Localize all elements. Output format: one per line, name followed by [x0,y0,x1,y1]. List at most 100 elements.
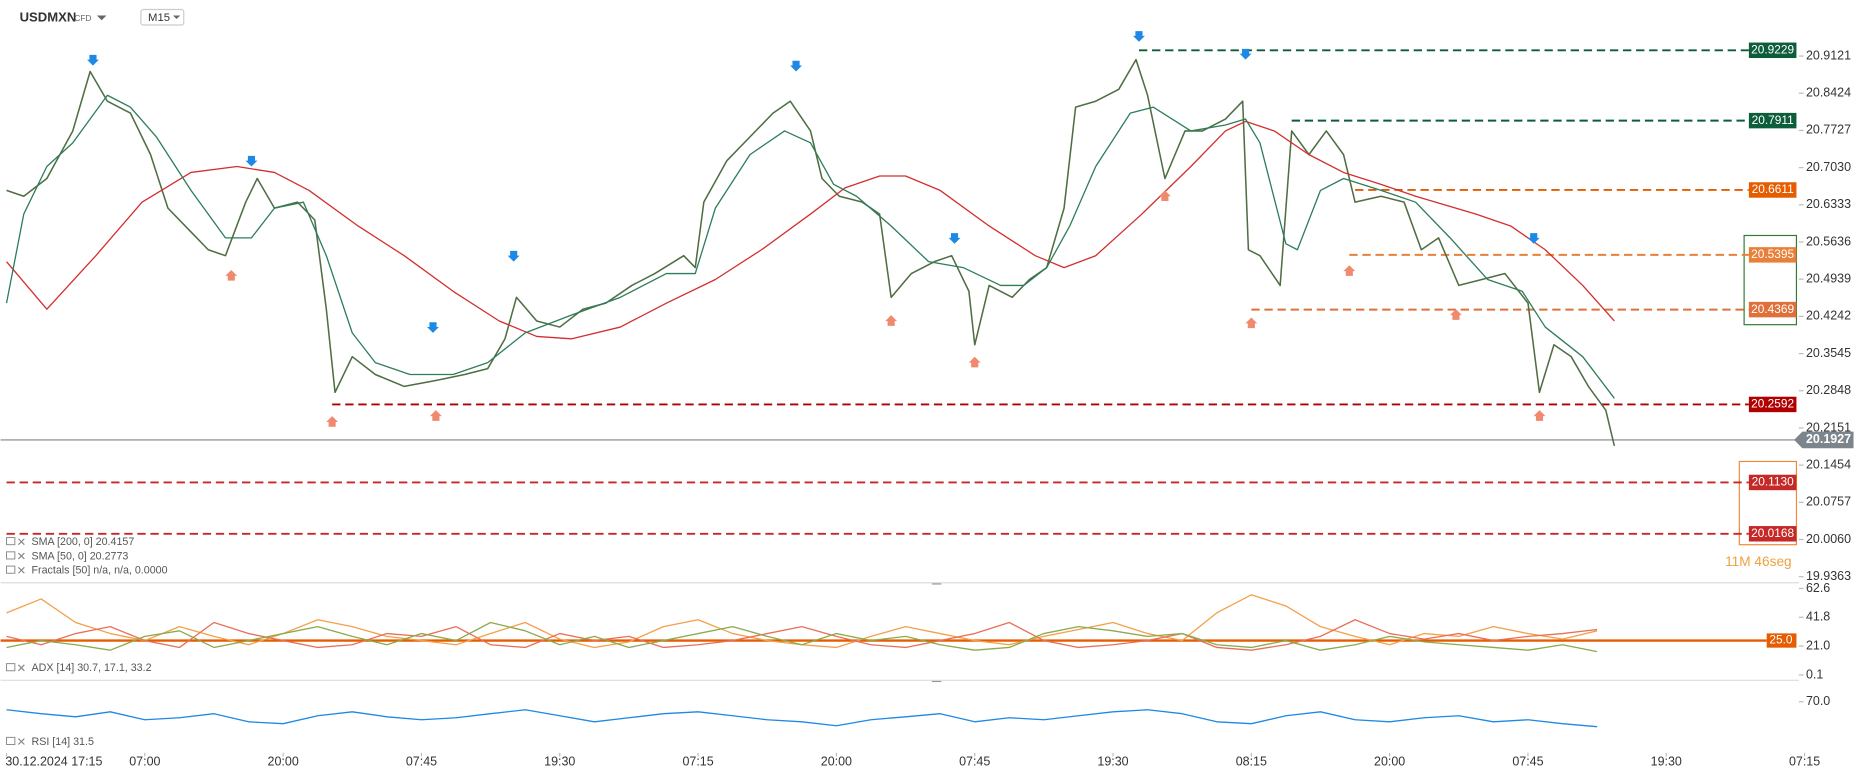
x-tick-label: 07:45 [959,755,990,769]
fractal-marker [1343,265,1356,276]
legend-label: SMA [200, 0] 20.4157 [32,536,135,548]
legend-label: RSI [14] 31.5 [32,736,94,748]
y-tick-label: 20.0060 [1806,532,1851,546]
y-tick-label: 20.0757 [1806,495,1851,509]
fractal-marker [948,233,961,244]
series-line [6,619,1598,651]
level-label: 20.9229 [1751,42,1794,56]
y-tick-label: 20.1454 [1806,457,1851,471]
current-price-box [1794,431,1854,449]
legend-icon [6,565,16,574]
y-tick-label: 21.0 [1806,638,1830,652]
fractal-marker [1527,233,1540,244]
y-tick-label: 20.7727 [1806,123,1851,137]
candle-timer: 11M 46seg [1725,554,1792,569]
level-label-box [1748,112,1797,129]
level-label: 20.7911 [1752,113,1794,127]
y-tick-label: 20.4242 [1806,309,1851,323]
level-label: 20.4369 [1751,302,1794,316]
fractal-marker [1158,190,1171,202]
tp-box [1743,234,1798,326]
y-tick-label: 0.1 [1806,667,1823,681]
fractal-marker [968,356,981,368]
fractal-marker [1133,31,1145,42]
timeframe: M15 [148,12,170,24]
level-label-box [1748,301,1797,318]
level-label: 20.2592 [1751,397,1794,411]
fractal-marker [429,410,442,421]
legend-close[interactable] [17,664,25,672]
level-label: 20.6611 [1752,182,1794,196]
level-label: 20.0168 [1751,526,1794,540]
x-tick-label: 20:00 [268,755,299,769]
x-tick-label: 20:00 [821,755,852,769]
x-tick-label: 07:15 [682,755,713,769]
fractal-marker [1245,317,1258,329]
y-tick-label: 20.2848 [1806,383,1851,397]
level-label-box [1748,474,1797,491]
x-tick-label: 07:15 [1789,755,1820,769]
legend-icon [6,663,16,672]
symbol[interactable]: USDMXN [20,9,77,24]
level-label-box [1748,526,1797,542]
series-line [6,621,1598,653]
legend-label: Fractals [50] n/a, n/a, 0.0000 [32,565,168,577]
x-tick-label: 19:30 [1097,755,1128,769]
fractal-marker [885,315,898,326]
timeframe-dropdown[interactable] [173,15,181,20]
fractal-marker [507,250,520,262]
symbol-dropdown[interactable] [96,15,107,21]
legend-close[interactable] [17,566,25,574]
y-tick-label: 20.9121 [1806,48,1851,62]
fractal-marker [1533,410,1546,421]
level-label-box [1748,396,1797,413]
fractal-marker [427,322,439,333]
sl-box [1738,460,1798,546]
legend-label: SMA [50, 0] 20.2773 [32,550,129,562]
y-tick-label: 20.8424 [1806,86,1851,100]
y-tick-label: 19.9363 [1806,569,1851,583]
y-tick-label: 62.6 [1806,581,1830,595]
x-tick-label: 08:15 [1236,755,1267,769]
x-tick-label: 19:30 [544,755,575,769]
x-tick-label: 20:00 [1374,755,1405,769]
series-line [6,709,1598,728]
level-label: 25.0 [1769,633,1793,647]
x-tick-label: 07:45 [406,755,437,769]
y-tick-label: 20.4939 [1806,271,1851,285]
fractal-marker [1449,309,1462,320]
level-label-box [1748,42,1797,59]
fractal-marker [1239,48,1252,60]
series-line [5,94,1615,399]
series-line [6,120,1615,340]
y-tick-label: 70.0 [1806,694,1830,708]
legend-icon [6,537,16,546]
x-tick-label: 19:30 [1651,755,1682,769]
x-tick-label: 30.12.2024 17:15 [5,755,102,769]
legend-close[interactable] [17,552,25,560]
fractal-marker [225,269,238,281]
legend-close[interactable] [17,538,25,546]
y-tick-label: 20.7030 [1806,160,1851,174]
legend-label: ADX [14] 30.7, 17.1, 33.2 [32,662,152,674]
level-label: 20.1130 [1752,475,1794,489]
y-tick-label: 20.2151 [1806,420,1851,434]
fractal-marker [245,155,258,167]
legend-close[interactable] [17,738,25,745]
x-tick-label: 07:00 [129,755,160,769]
fractal-marker [790,60,803,72]
level-label-box [1748,182,1797,198]
legend-icon [6,736,16,745]
y-tick-label: 20.3545 [1806,346,1851,360]
level-label-box [1766,633,1797,648]
fractal-marker [87,54,99,66]
legend-icon [6,551,16,560]
level-label: 20.5395 [1751,247,1794,261]
current-price-label: 20.1927 [1806,432,1851,446]
timeframe-box[interactable] [140,8,185,26]
symbol-type: CFD [74,13,91,23]
x-tick-label: 07:45 [1512,755,1543,769]
y-tick-label: 41.8 [1806,610,1830,624]
